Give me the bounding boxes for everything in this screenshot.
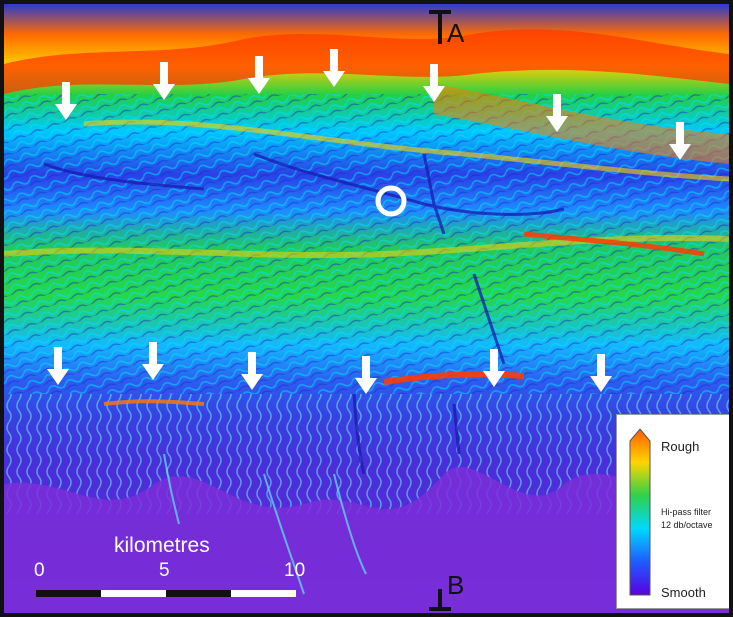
section-label-b: B xyxy=(447,570,465,600)
arrow-marker xyxy=(483,349,505,387)
arrow-marker xyxy=(47,347,69,385)
arrow-markers xyxy=(47,49,691,394)
smooth-lowland xyxy=(4,453,729,613)
scale-bar-title: kilometres xyxy=(114,534,210,557)
arrow-marker xyxy=(248,56,270,94)
arrow-marker xyxy=(153,62,175,100)
legend-color-ramp xyxy=(629,428,651,596)
legend-smooth-label: Smooth xyxy=(661,585,706,600)
scale-segment-1 xyxy=(36,590,101,597)
scale-segment-2 xyxy=(101,590,166,597)
arrow-marker xyxy=(355,356,377,394)
arrow-marker xyxy=(590,354,612,392)
scale-tick-10: 10 xyxy=(284,560,306,581)
arrow-marker xyxy=(142,342,164,380)
section-label-a: A xyxy=(447,18,465,48)
scale-tick-5: 5 xyxy=(159,560,170,581)
scale-segment-3 xyxy=(166,590,231,597)
legend-filter-detail: 12 db/octave xyxy=(661,520,713,530)
scale-bar xyxy=(36,590,296,597)
arrow-marker xyxy=(55,82,77,120)
legend-filter-title: Hi-pass filter xyxy=(661,507,712,517)
legend: Rough Hi-pass filter 12 db/octave Smooth xyxy=(616,414,729,609)
arrow-marker xyxy=(669,122,691,160)
roughness-map xyxy=(4,4,729,613)
scale-tick-0: 0 xyxy=(34,560,45,581)
arrow-marker xyxy=(241,352,263,390)
arrow-marker xyxy=(546,94,568,132)
arrow-marker xyxy=(323,49,345,87)
section-line-markers xyxy=(429,10,451,611)
site-circle-marker xyxy=(375,185,407,217)
arrow-marker xyxy=(423,64,445,102)
drainage-channels xyxy=(43,152,565,475)
scale-segment-4 xyxy=(231,590,296,597)
rough-ridge-band xyxy=(4,29,729,406)
legend-rough-label: Rough xyxy=(661,439,700,454)
